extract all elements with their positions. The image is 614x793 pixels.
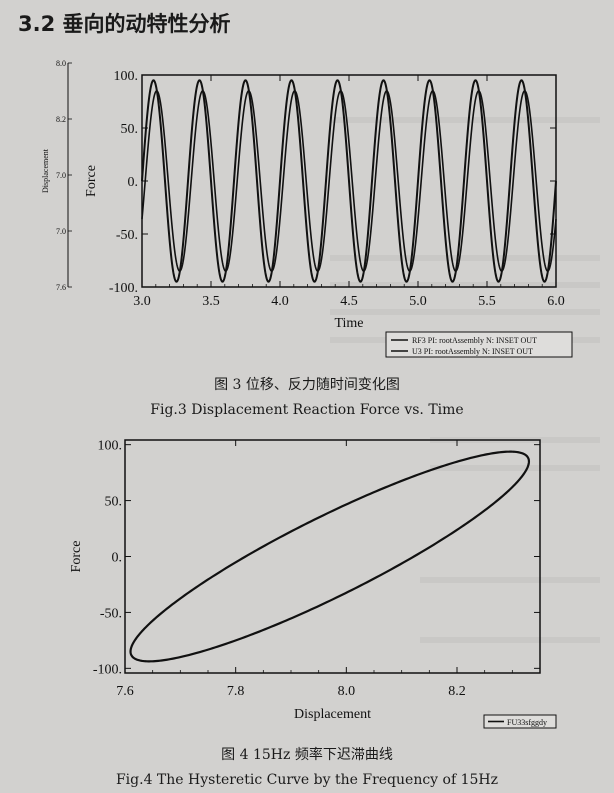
legend-box <box>385 331 573 358</box>
y-tick-label: -50. <box>100 606 122 621</box>
y-tick-label: -50. <box>116 228 138 243</box>
x-tick-label: 3.0 <box>133 294 151 309</box>
x-tick-label: 7.6 <box>116 684 134 699</box>
x-axis-title: Time <box>334 316 363 331</box>
legend-box <box>483 714 557 729</box>
x-tick-label: 4.5 <box>340 294 358 309</box>
figure-4-caption-en: Fig.4 The Hysteretic Curve by the Freque… <box>115 772 499 788</box>
figure-3-caption-cn: 图 3 位移、反力随时间变化图 <box>214 377 400 393</box>
x-tick-label: 5.5 <box>478 294 496 309</box>
figure-3-caption-en: Fig.3 Displacement Reaction Force vs. Ti… <box>150 402 464 418</box>
secondary-y-tick-label: 8.2 <box>56 115 66 124</box>
secondary-y-tick-label: 7.6 <box>56 283 66 292</box>
secondary-y-tick-label: 7.0 <box>56 227 66 236</box>
y-tick-label: 50. <box>121 122 139 137</box>
figure-4-caption-cn: 图 4 15Hz 频率下迟滞曲线 <box>221 747 393 763</box>
x-tick-label: 8.0 <box>338 684 356 699</box>
x-tick-label: 5.0 <box>409 294 427 309</box>
x-tick-label: 4.0 <box>271 294 289 309</box>
plot-frame <box>124 439 541 674</box>
x-tick-label: 8.2 <box>448 684 466 699</box>
y-tick-label: 100. <box>114 69 139 84</box>
x-axis-title: Displacement <box>294 707 371 722</box>
y-tick-label: -100. <box>109 281 138 296</box>
y-tick-label: 50. <box>105 495 123 510</box>
figure-4-chart: 7.6 7.8 8.0 8.2 100. 50. 0. -50. -100. Displaceme… <box>69 439 557 729</box>
secondary-y-axis-title: Displacement <box>41 148 50 193</box>
figure-3-chart: 3.0 3.5 4.0 4.5 5.0 5.5 6.0 100. 50. 0. -50. -100. T… <box>41 59 573 358</box>
section-heading: 3.2 垂向的动特性分析 <box>18 12 231 36</box>
secondary-y-tick-label: 7.0 <box>56 171 66 180</box>
y-axis-title: Force <box>69 541 84 573</box>
series-line-1 <box>141 79 557 283</box>
hysteresis-loop <box>129 450 531 663</box>
series-line-2 <box>141 90 557 272</box>
y-tick-label: 100. <box>98 439 123 454</box>
secondary-y-tick-label: 8.0 <box>56 59 66 68</box>
y-tick-label: 0. <box>128 175 139 190</box>
y-tick-label: 0. <box>112 551 123 566</box>
y-axis-title: Force <box>84 165 99 197</box>
y-tick-label: -100. <box>93 662 122 677</box>
x-tick-label: 7.8 <box>227 684 245 699</box>
x-tick-label: 3.5 <box>202 294 220 309</box>
legend-label-2: U3 PI: rootAssembly N: INSET OUT <box>412 347 533 356</box>
legend-label: FU33sfggdy <box>507 718 547 727</box>
legend-label-1: RF3 PI: rootAssembly N: INSET OUT <box>412 336 537 345</box>
x-tick-label: 6.0 <box>547 294 565 309</box>
